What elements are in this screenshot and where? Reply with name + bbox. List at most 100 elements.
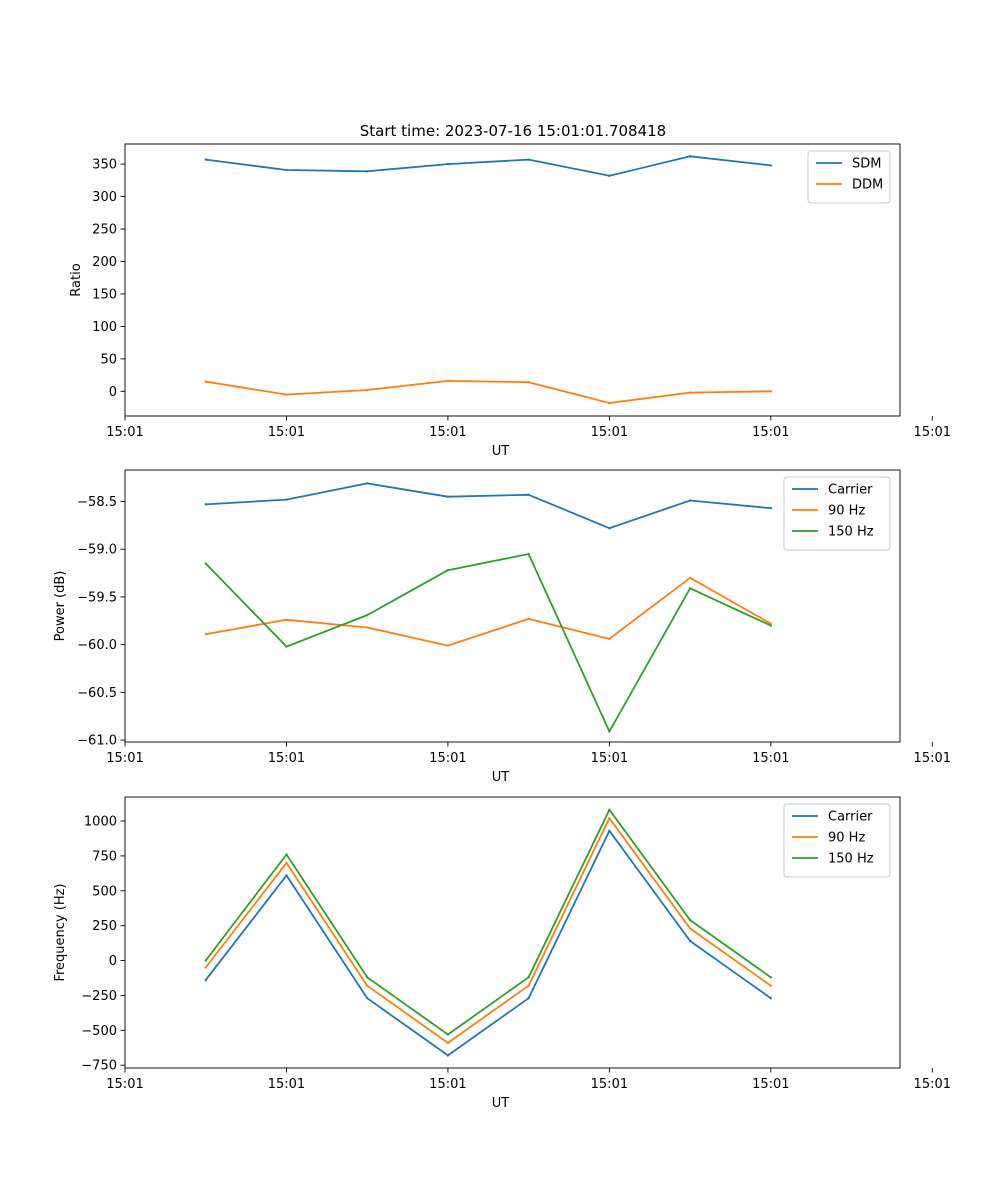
axes-frame <box>124 796 901 1069</box>
data-point <box>446 569 450 572</box>
y-axis-label: Frequency (Hz) <box>53 883 68 981</box>
axes-3: 15:01 15:01 15:01 15:01 15:01 15:01 1000 750 500… <box>53 796 951 1111</box>
data-point <box>688 918 692 922</box>
data-point <box>365 984 369 987</box>
data-point <box>446 495 450 498</box>
y-tick-label: −59.0 <box>77 543 117 558</box>
axes-2: 15:01 15:01 15:01 15:01 15:01 15:01 −58.5 −59.0… <box>53 469 951 785</box>
data-point <box>769 984 773 987</box>
series-line-150-hz <box>205 553 772 733</box>
y-tick-label: −250 <box>81 989 117 1004</box>
x-tick-label: 15:01 <box>268 425 305 440</box>
data-point <box>608 637 611 641</box>
data-point <box>608 808 611 812</box>
y-axis-label: Power (dB) <box>53 571 68 642</box>
series-line-90-hz <box>205 576 772 647</box>
x-tick-label: 15:01 <box>914 751 951 766</box>
data-point <box>204 380 207 383</box>
data-point <box>285 861 288 865</box>
data-point <box>527 984 530 987</box>
y-tick-label: −58.5 <box>77 495 117 510</box>
y-tick-label: 0 <box>109 954 117 969</box>
data-point <box>769 390 773 393</box>
data-point <box>285 498 288 501</box>
x-tick-label: 15:01 <box>591 425 628 440</box>
data-point <box>365 997 369 1000</box>
data-point <box>527 552 530 556</box>
legend: Carrier 90 Hz 150 Hz <box>783 803 891 878</box>
data-point <box>446 1041 450 1045</box>
data-point <box>527 493 530 497</box>
data-point <box>285 645 288 648</box>
series-line-90-hz <box>204 817 772 1044</box>
data-point <box>608 401 611 405</box>
y-tick-label: −61.0 <box>77 734 117 749</box>
data-point <box>204 503 207 506</box>
x-tick-label: 15:01 <box>106 751 143 766</box>
data-point <box>608 527 611 530</box>
x-axis-label: UT <box>492 770 510 785</box>
y-tick-label: 1000 <box>84 815 117 830</box>
x-tick-label: 15:01 <box>106 425 143 440</box>
data-point <box>688 587 692 590</box>
axes-frame <box>124 143 901 417</box>
data-point <box>204 632 207 636</box>
data-point <box>204 959 207 962</box>
x-tick-label: 15:01 <box>752 1077 789 1092</box>
data-point <box>365 170 369 173</box>
series-line-150-hz <box>204 808 772 1036</box>
y-tick-label: −750 <box>81 1059 117 1074</box>
data-point <box>688 391 692 394</box>
y-tick-label: 350 <box>92 158 117 173</box>
legend: Carrier 90 Hz 150 Hz <box>783 476 891 551</box>
legend-label: Carrier <box>828 483 873 498</box>
data-point <box>527 381 530 384</box>
y-tick-label: 50 <box>100 352 117 367</box>
legend-label: 150 Hz <box>828 525 874 540</box>
data-point <box>608 817 611 820</box>
x-tick-label: 15:01 <box>752 751 789 766</box>
y-tick-label: −60.0 <box>77 638 117 653</box>
y-tick-label: 200 <box>92 255 117 270</box>
data-point <box>608 174 611 178</box>
data-point <box>527 976 530 979</box>
axes-1: 15:01 15:01 15:01 15:01 15:01 15:01 0 50 100 150 2… <box>69 143 951 459</box>
data-point <box>446 1033 450 1036</box>
axes-frame <box>124 469 901 743</box>
y-tick-label: 150 <box>92 287 117 302</box>
x-tick-label: 15:01 <box>429 751 466 766</box>
data-point <box>608 829 611 832</box>
data-point <box>285 618 288 622</box>
series-line-carrier <box>205 482 771 530</box>
data-point <box>769 622 773 625</box>
series-line-sdm <box>205 155 771 177</box>
data-point <box>608 730 611 733</box>
x-tick-label: 15:01 <box>429 1077 466 1092</box>
data-point <box>365 613 369 617</box>
y-tick-label: 300 <box>92 190 117 205</box>
data-point <box>365 976 369 979</box>
data-point <box>365 482 369 485</box>
data-point <box>204 978 207 982</box>
legend-label: DDM <box>852 178 883 193</box>
series-line-carrier <box>204 829 772 1057</box>
y-tick-label: −60.5 <box>77 686 117 701</box>
y-tick-label: 0 <box>109 385 117 400</box>
data-point <box>769 997 773 1000</box>
x-tick-label: 15:01 <box>752 425 789 440</box>
data-point <box>446 644 450 647</box>
x-tick-label: 15:01 <box>914 1077 951 1092</box>
y-tick-label: 250 <box>92 919 117 934</box>
x-axis-label: UT <box>492 444 510 459</box>
legend-label: Carrier <box>828 810 873 825</box>
legend-label: SDM <box>852 157 881 172</box>
data-point <box>446 379 450 383</box>
legend: SDM DDM <box>807 150 891 204</box>
x-axis-label: UT <box>492 1096 510 1111</box>
data-point <box>204 966 207 969</box>
y-axis-label: Ratio <box>69 263 84 296</box>
data-point <box>527 617 530 621</box>
series-line-ddm <box>205 379 771 404</box>
data-point <box>688 939 692 943</box>
